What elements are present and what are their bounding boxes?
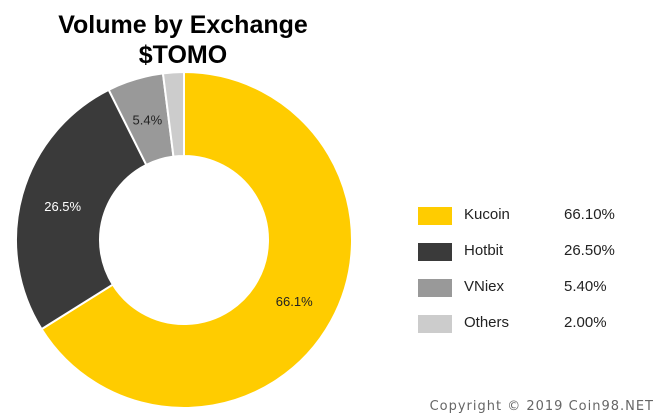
legend-item: Hotbit 26.50% xyxy=(418,238,658,274)
legend-swatch xyxy=(418,243,452,261)
slice-others xyxy=(161,70,185,158)
legend-item: Others 2.00% xyxy=(418,310,658,346)
chart-title: Volume by Exchange xyxy=(58,11,308,39)
chart-subtitle: $TOMO xyxy=(138,41,228,69)
chart-title-block: Volume by Exchange $TOMO xyxy=(18,10,348,70)
legend-label: Others xyxy=(464,314,510,331)
legend-swatch xyxy=(418,207,452,225)
legend-label: Kucoin xyxy=(464,206,510,223)
legend-value: 26.50% xyxy=(564,242,615,259)
legend-value: 66.10% xyxy=(564,206,615,223)
legend-swatch xyxy=(418,279,452,297)
slice-hotbit xyxy=(15,88,148,331)
legend-label: VNiex xyxy=(464,278,505,295)
legend-value: 5.40% xyxy=(564,278,607,295)
slice-kucoin xyxy=(40,70,353,409)
legend-label: Hotbit xyxy=(464,242,504,259)
copyright-text: Copyright © 2019 Coin98.NET xyxy=(429,399,654,414)
slice-label-vniex: 5.4% xyxy=(133,112,163,127)
legend-item: Kucoin 66.10% xyxy=(418,202,658,238)
chart-legend: Kucoin 66.10% Hotbit 26.50% VNiex 5.40% … xyxy=(418,202,658,346)
slice-label-kucoin: 66.1% xyxy=(276,294,313,309)
legend-item: VNiex 5.40% xyxy=(418,274,658,310)
legend-swatch xyxy=(418,315,452,333)
legend-value: 2.00% xyxy=(564,314,607,331)
slice-label-hotbit: 26.5% xyxy=(44,199,81,214)
